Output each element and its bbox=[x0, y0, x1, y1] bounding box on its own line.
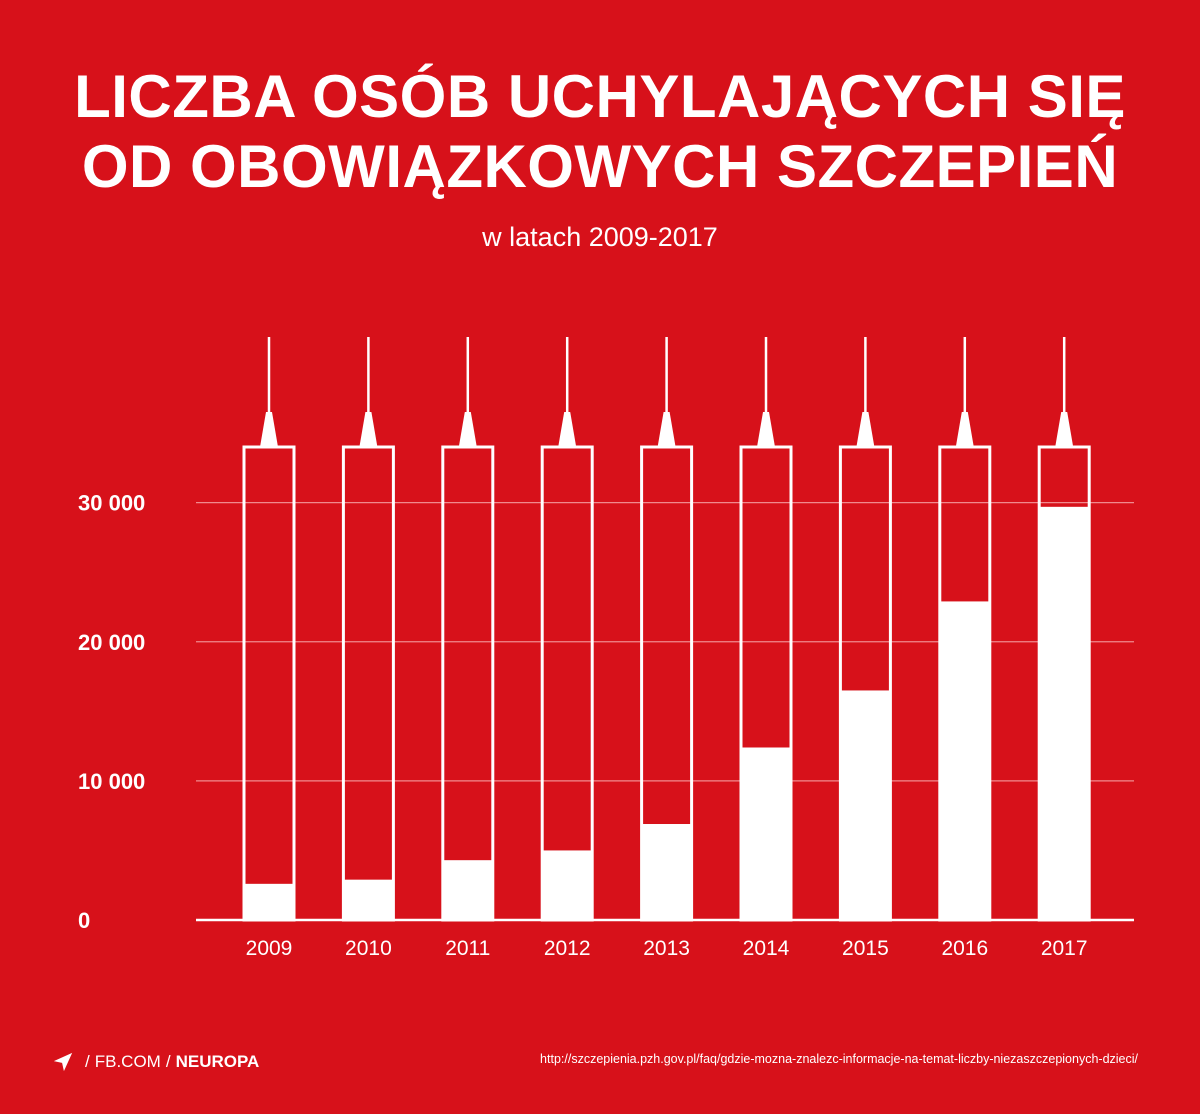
syringe-barrel bbox=[242, 445, 296, 922]
x-tick-label: 2017 bbox=[1041, 937, 1088, 960]
bar-fill bbox=[442, 860, 493, 920]
syringe-hub bbox=[458, 412, 477, 447]
syringe-hub bbox=[558, 412, 577, 447]
x-tick-label: 2009 bbox=[246, 937, 293, 960]
footer-separator-1: / bbox=[85, 1052, 90, 1071]
y-tick-label: 30 000 bbox=[78, 491, 145, 516]
footer-site: FB.COM bbox=[94, 1052, 161, 1071]
bar-fill bbox=[244, 883, 294, 920]
x-tick-label: 2012 bbox=[544, 937, 591, 960]
source-url: http://szczepienia.pzh.gov.pl/faq/gdzie-… bbox=[540, 1052, 1138, 1066]
bar-fill bbox=[641, 824, 692, 920]
syringe-hub bbox=[260, 412, 278, 447]
chart-subtitle: w latach 2009-2017 bbox=[482, 222, 718, 252]
y-tick-label: 20 000 bbox=[78, 630, 145, 655]
bar-fill bbox=[840, 690, 891, 920]
title-line-2: OD OBOWIĄZKOWYCH SZCZEPIEŃ bbox=[81, 133, 1119, 200]
syringe-barrel bbox=[341, 445, 395, 922]
y-tick-label: 10 000 bbox=[78, 769, 145, 794]
syringe-hub bbox=[757, 412, 775, 447]
bar-fill bbox=[939, 601, 990, 920]
syringe-hub bbox=[359, 412, 378, 447]
bar-fill bbox=[1039, 506, 1090, 920]
x-tick-label: 2010 bbox=[345, 937, 392, 960]
syringe-hub bbox=[657, 412, 676, 447]
footer-brand: NEUROPA bbox=[175, 1052, 260, 1071]
title-line-1: LICZBA OSÓB UCHYLAJĄCYCH SIĘ bbox=[74, 63, 1126, 130]
syringe-hub bbox=[856, 412, 875, 447]
x-tick-label: 2013 bbox=[643, 937, 690, 960]
location-arrow-icon bbox=[53, 1052, 73, 1072]
syringe-barrel bbox=[441, 445, 495, 922]
syringe-hub bbox=[955, 412, 974, 447]
x-tick-label: 2014 bbox=[743, 937, 790, 960]
syringe-barrel bbox=[540, 445, 594, 922]
x-tick-label: 2011 bbox=[445, 937, 490, 960]
footer-credit: / FB.COM / NEUROPA bbox=[52, 1050, 259, 1074]
y-tick-label: 0 bbox=[78, 908, 90, 933]
bar-fill bbox=[343, 879, 394, 920]
bar-fill bbox=[542, 850, 593, 920]
x-tick-label: 2016 bbox=[941, 937, 988, 960]
syringe-hub bbox=[1055, 412, 1074, 447]
footer-separator-2: / bbox=[165, 1052, 171, 1071]
x-tick-label: 2015 bbox=[842, 937, 889, 960]
chart-title: LICZBA OSÓB UCHYLAJĄCYCH SIĘ OD OBOWIĄZK… bbox=[0, 62, 1200, 202]
bar-fill bbox=[741, 747, 791, 920]
